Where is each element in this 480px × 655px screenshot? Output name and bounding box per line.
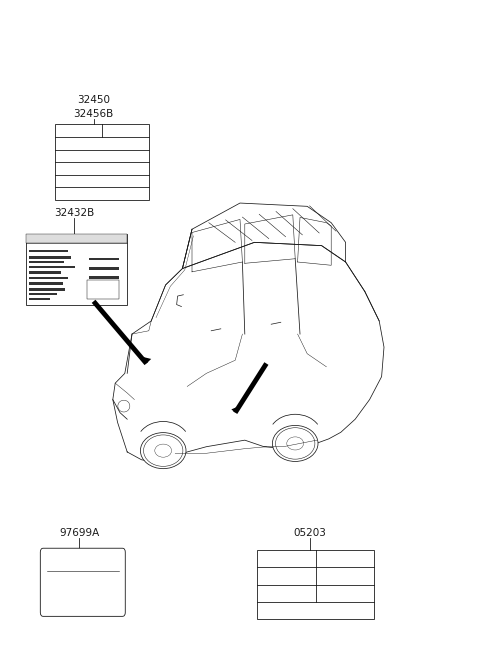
Ellipse shape [140,432,186,469]
Bar [29,282,63,285]
Bar [29,298,50,301]
Bar [55,124,149,200]
Text: 32450: 32450 [77,95,110,105]
Bar [29,261,64,263]
FancyBboxPatch shape [40,548,125,616]
Text: 32432B: 32432B [54,208,95,218]
Bar [29,256,71,259]
Polygon shape [143,357,151,364]
Bar [29,271,60,274]
Bar [29,266,75,269]
Ellipse shape [272,426,318,461]
Text: 97699A: 97699A [59,529,99,538]
Text: 32456B: 32456B [73,109,114,119]
Bar [26,234,127,243]
Bar [89,267,119,270]
Bar [257,550,374,619]
Bar [29,293,57,295]
Polygon shape [231,406,239,413]
Text: 05203: 05203 [293,529,326,538]
Bar [89,276,119,279]
Bar [29,277,68,280]
Bar [29,288,65,291]
Bar [89,258,119,261]
Bar [87,280,119,299]
Bar [26,234,127,305]
Bar [29,250,68,252]
